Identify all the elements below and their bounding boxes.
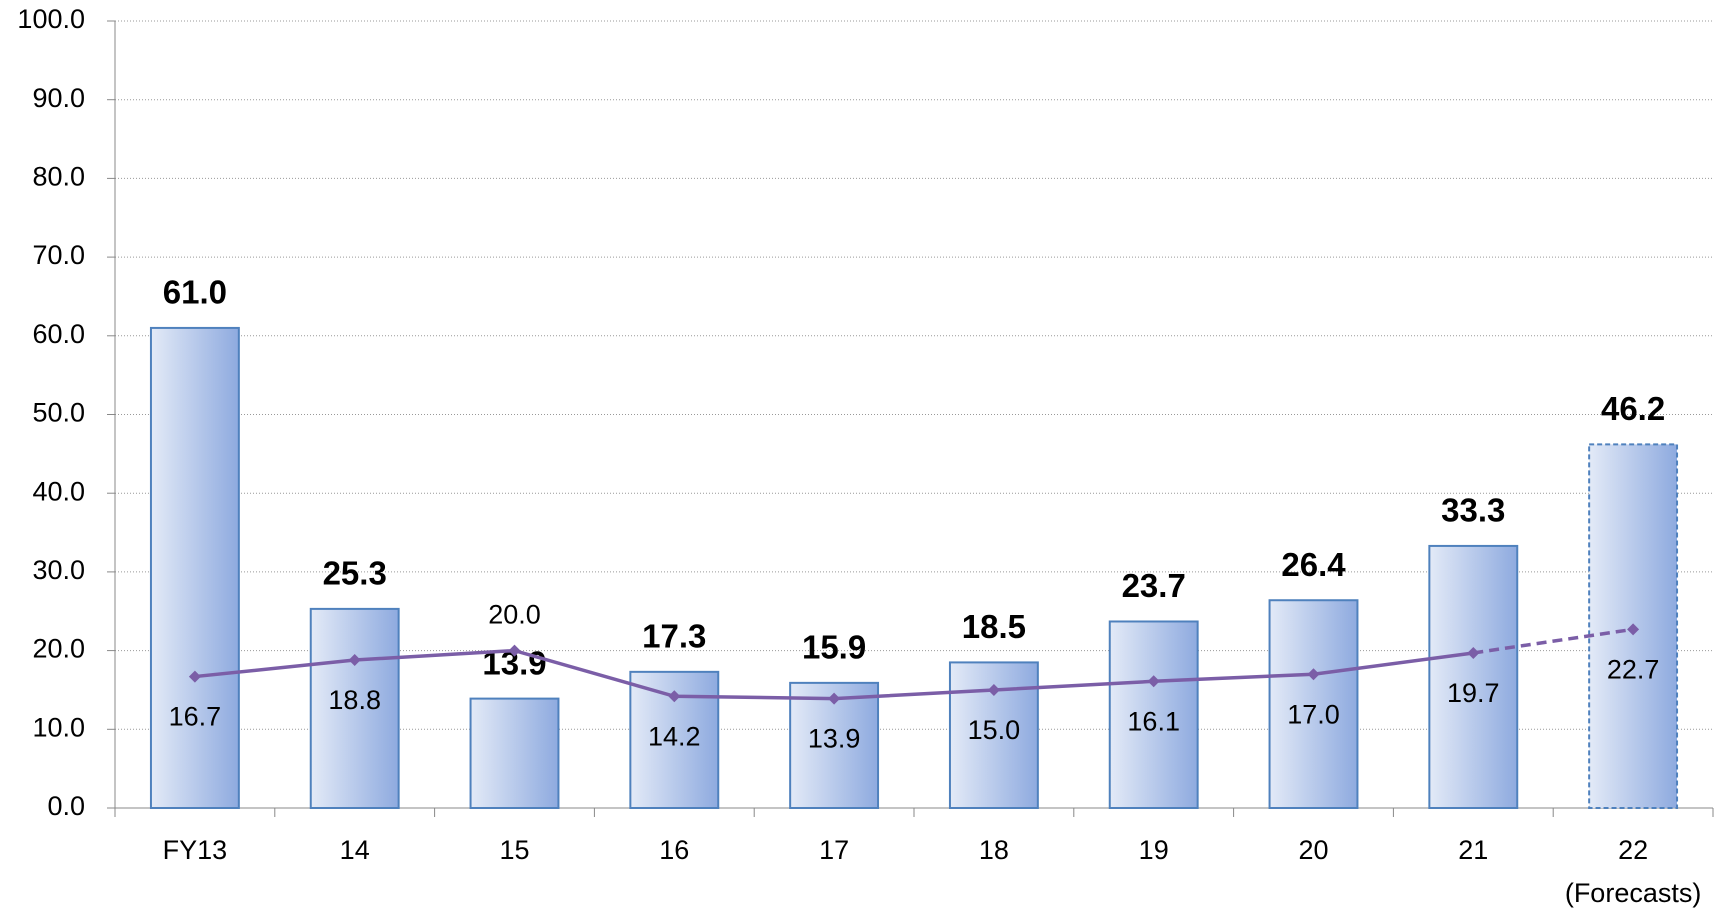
y-tick-label: 100.0: [17, 4, 85, 34]
y-tick-label: 60.0: [32, 319, 85, 349]
bar: [469, 697, 560, 809]
line-forecast: [1473, 627, 1634, 655]
line-marker: [188, 670, 201, 683]
line-value-label: 14.2: [648, 721, 701, 751]
y-tick-label: 70.0: [32, 240, 85, 270]
line-marker: [987, 683, 1000, 696]
y-tick-label: 90.0: [32, 83, 85, 113]
line-value-label: 13.9: [808, 724, 861, 754]
bar-value-label: 61.0: [163, 274, 227, 311]
y-tick-label: 50.0: [32, 398, 85, 428]
x-tick-label: 16: [659, 835, 689, 865]
line-marker: [828, 692, 841, 705]
bar-value-label: 15.9: [802, 629, 866, 666]
bar-value-label: 18.5: [962, 608, 1026, 645]
line-value-label: 18.8: [328, 685, 381, 715]
y-tick-label: 0.0: [47, 791, 85, 821]
bar-value-label: 26.4: [1281, 546, 1346, 583]
x-tick-label: 20: [1298, 835, 1328, 865]
bar-value-label: 23.7: [1122, 567, 1186, 604]
line-marker: [1627, 623, 1640, 636]
line-marker: [508, 644, 521, 657]
bar: [1108, 620, 1199, 810]
bar-value-label: 25.3: [323, 555, 387, 592]
y-tick-label: 20.0: [32, 634, 85, 664]
bar: [1428, 544, 1519, 810]
line-marker: [1307, 668, 1320, 681]
bar: [309, 607, 400, 809]
line-marker: [348, 654, 361, 667]
x-tick-label: FY13: [163, 835, 228, 865]
bar: [149, 326, 240, 809]
bar: [1268, 599, 1359, 809]
bar-value-label: 33.3: [1441, 492, 1505, 529]
y-tick-label: 30.0: [32, 555, 85, 585]
bar-value-label: 46.2: [1601, 390, 1665, 427]
bar: [629, 670, 720, 809]
y-tick-label: 10.0: [32, 712, 85, 742]
y-tick-label: 40.0: [32, 476, 85, 506]
x-tick-label: 14: [340, 835, 370, 865]
line-value-label: 16.1: [1127, 706, 1180, 736]
y-tick-label: 80.0: [32, 162, 85, 192]
line-value-label: 20.0: [488, 600, 541, 630]
line-value-label: 22.7: [1607, 654, 1660, 684]
x-tick-label: 21: [1458, 835, 1488, 865]
x-tick-label: 19: [1139, 835, 1169, 865]
x-tick-label: 17: [819, 835, 849, 865]
x-tick-label: 15: [499, 835, 529, 865]
line-marker: [668, 690, 681, 703]
line-value-label: 17.0: [1287, 699, 1340, 729]
bar-value-label: 17.3: [642, 618, 706, 655]
x-tick-label: 18: [979, 835, 1009, 865]
line-value-label: 15.0: [968, 715, 1021, 745]
line-marker: [1467, 646, 1480, 659]
line-value-label: 19.7: [1447, 678, 1500, 708]
x-tick-note: (Forecasts): [1565, 878, 1702, 908]
line-marker: [1147, 675, 1160, 688]
x-tick-label: 22: [1618, 835, 1648, 865]
line-value-label: 16.7: [169, 702, 222, 732]
